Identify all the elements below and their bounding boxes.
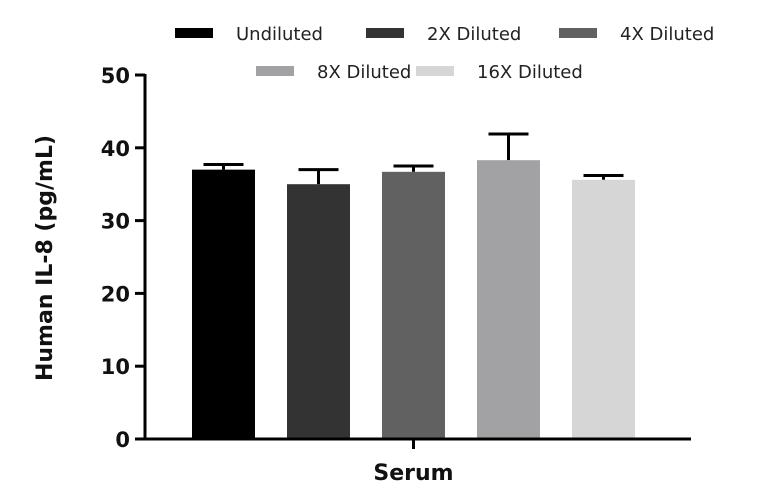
- legend-item: 8X Diluted: [256, 62, 411, 83]
- legend-swatch: [559, 28, 597, 38]
- legend-swatch: [366, 28, 404, 38]
- bar-rect: [477, 160, 540, 439]
- bars: [192, 132, 635, 439]
- legend-item: 2X Diluted: [366, 24, 521, 45]
- bar-2x-diluted: [287, 168, 350, 439]
- legend-label: 16X Diluted: [477, 62, 583, 83]
- legend-label: Undiluted: [236, 24, 323, 45]
- legend-item: 16X Diluted: [416, 62, 583, 83]
- legend-label: 8X Diluted: [317, 62, 411, 83]
- bar-rect: [572, 179, 635, 439]
- bar-8x-diluted: [477, 132, 540, 439]
- legend: Undiluted 2X Diluted 4X Diluted 8X Diluted 1…: [175, 24, 714, 83]
- legend-item: Undiluted: [175, 24, 323, 45]
- legend-swatch: [175, 28, 213, 38]
- legend-item: 4X Diluted: [559, 24, 714, 45]
- y-tick-label: 40: [101, 137, 130, 161]
- x-axis: Serum: [143, 437, 691, 486]
- bar-rect: [382, 171, 445, 439]
- y-tick-label: 30: [101, 210, 130, 234]
- y-tick-label: 10: [101, 355, 130, 379]
- legend-label: 4X Diluted: [620, 24, 714, 45]
- legend-swatch: [256, 66, 294, 76]
- bar-4x-diluted: [382, 164, 445, 439]
- y-tick-label: 50: [101, 64, 130, 88]
- bar-undiluted: [192, 163, 255, 439]
- y-axis-title: Human IL-8 (pg/mL): [33, 135, 58, 381]
- legend-swatch: [416, 66, 454, 76]
- bar-16x-diluted: [572, 173, 635, 439]
- bar-rect: [287, 184, 350, 439]
- y-tick-label: 20: [101, 282, 130, 306]
- bar-rect: [192, 169, 255, 439]
- y-tick-label: 0: [115, 428, 130, 452]
- x-category-label: Serum: [373, 461, 453, 486]
- legend-label: 2X Diluted: [427, 24, 521, 45]
- y-axis: 0 10 20 30 40 50: [101, 64, 147, 452]
